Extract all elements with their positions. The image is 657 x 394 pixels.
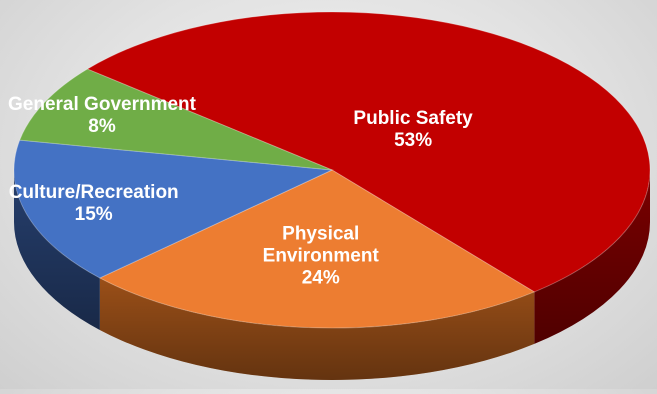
pie-slice-culture-recreation (13, 139, 334, 279)
pie-side-shade (534, 170, 650, 344)
pie-slice-public-safety (86, 11, 651, 293)
pie-category-label-physical-environment: Environment (263, 246, 380, 267)
pie-value-label-public-safety: 53% (394, 130, 432, 151)
pie-value-label-general-government: 8% (88, 116, 116, 137)
pie-category-label-culture-recreation: Culture/Recreation (9, 182, 179, 203)
pie-category-label-general-government: General Government (8, 94, 197, 115)
pie-category-label-physical-environment: Physical (282, 224, 359, 245)
pie-value-label-culture-recreation: 15% (75, 204, 113, 225)
pie-side-shade (14, 170, 100, 330)
pie-slice-physical-environment (98, 169, 536, 329)
pie-slice-general-government (19, 68, 333, 171)
pie-value-label-physical-environment: 24% (302, 268, 340, 289)
pie-side-shade (99, 277, 535, 380)
pie-category-label-public-safety: Public Safety (353, 108, 473, 129)
